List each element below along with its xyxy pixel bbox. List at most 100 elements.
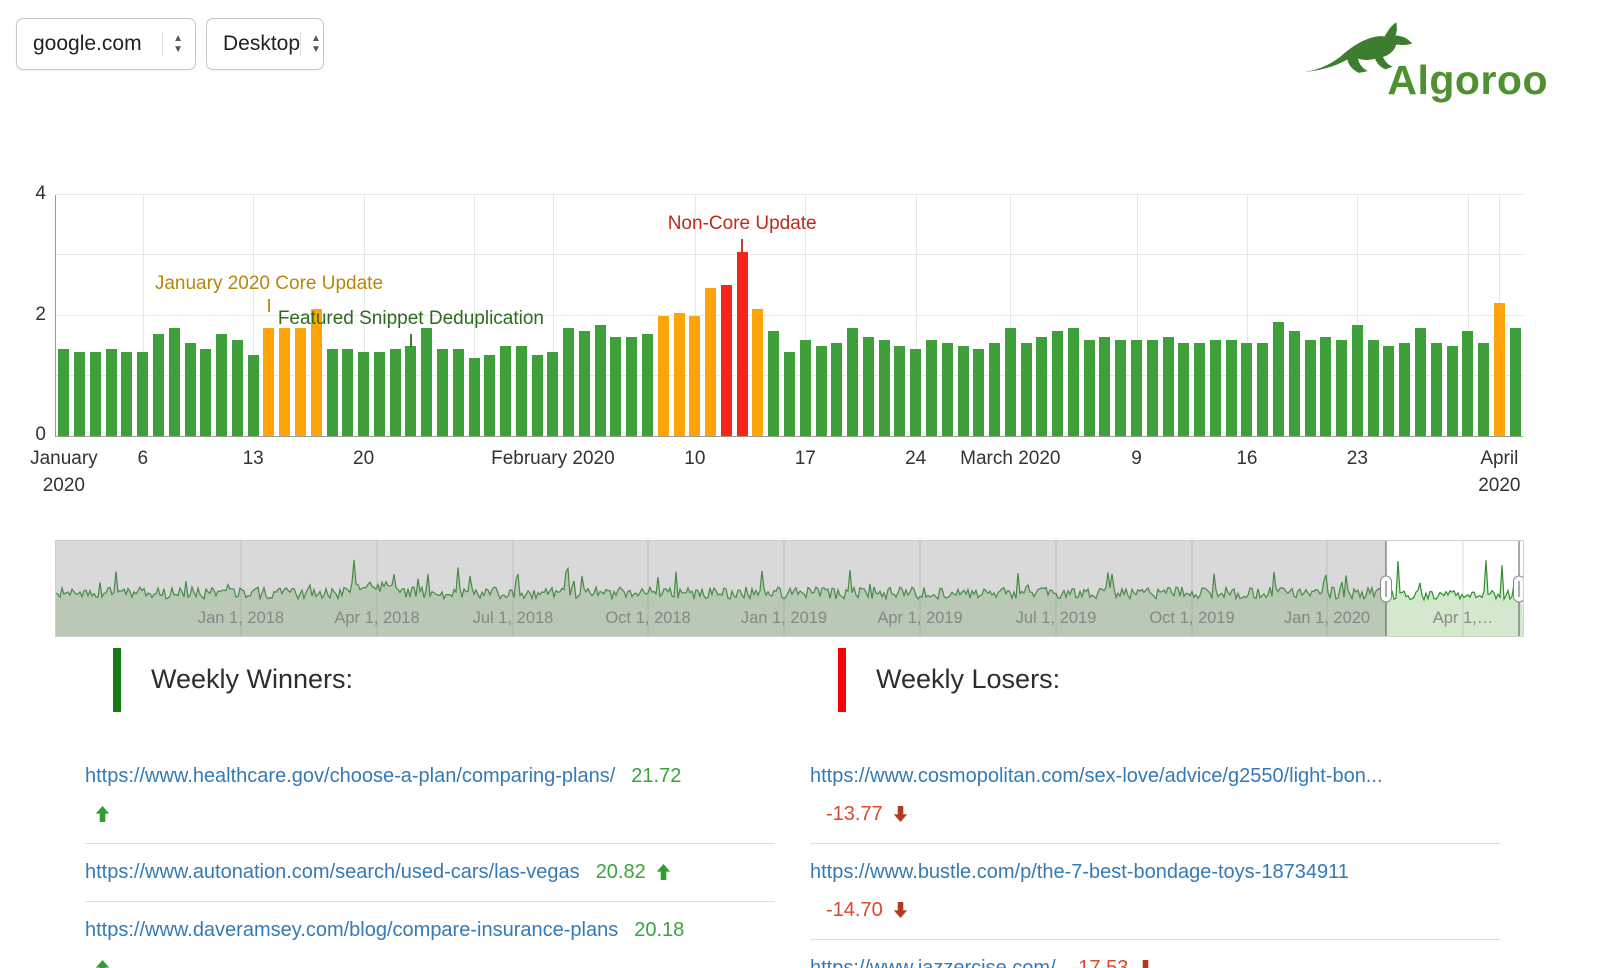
volatility-bar[interactable]	[326, 348, 338, 436]
volatility-bar[interactable]	[736, 252, 748, 436]
volatility-bar[interactable]	[768, 330, 780, 436]
volatility-bar[interactable]	[310, 309, 322, 436]
range-left-handle-icon[interactable]	[1380, 575, 1392, 603]
volatility-bar[interactable]	[216, 333, 228, 436]
volatility-bar[interactable]	[1146, 339, 1158, 436]
volatility-bar[interactable]	[184, 342, 196, 436]
volatility-bar[interactable]	[626, 336, 638, 436]
volatility-bar[interactable]	[799, 339, 811, 436]
volatility-bar[interactable]	[373, 351, 385, 436]
volatility-bar[interactable]	[1099, 336, 1111, 436]
algoroo-logo[interactable]: Algoroo	[1298, 8, 1548, 104]
range-navigator[interactable]: Jan 1, 2018 Apr 1, 2018 Jul 1, 2018 Oct 1, …	[55, 540, 1525, 637]
result-link[interactable]: https://www.healthcare.gov/choose-a-plan…	[85, 765, 616, 787]
volatility-bar[interactable]	[1178, 342, 1190, 436]
volatility-bar[interactable]	[468, 357, 480, 436]
volatility-bar[interactable]	[452, 348, 464, 436]
volatility-bar[interactable]	[500, 345, 512, 436]
volatility-bar[interactable]	[752, 309, 764, 436]
annotation-label[interactable]: January 2020 Core Update	[154, 272, 384, 294]
result-link[interactable]: https://www.bustle.com/p/the-7-best-bond…	[810, 861, 1349, 883]
volatility-bar[interactable]	[1209, 339, 1221, 436]
volatility-bar[interactable]	[989, 342, 1001, 436]
volatility-bar[interactable]	[878, 339, 890, 436]
volatility-bar[interactable]	[910, 348, 922, 436]
volatility-bar[interactable]	[168, 327, 180, 436]
volatility-bar[interactable]	[941, 342, 953, 436]
volatility-bar[interactable]	[105, 348, 117, 436]
volatility-bar[interactable]	[231, 339, 243, 436]
volatility-bar[interactable]	[673, 312, 685, 436]
volatility-bar[interactable]	[1430, 342, 1442, 436]
volatility-bar[interactable]	[815, 345, 827, 436]
result-link[interactable]: https://www.jazzercise.com/	[810, 957, 1056, 968]
volatility-bar[interactable]	[295, 327, 306, 436]
volatility-bar[interactable]	[1446, 345, 1458, 436]
result-link[interactable]: https://www.autonation.com/search/used-c…	[85, 861, 580, 883]
volatility-bar[interactable]	[436, 348, 448, 436]
volatility-bar[interactable]	[973, 348, 985, 436]
volatility-bar[interactable]	[121, 351, 133, 436]
volatility-bar[interactable]	[1414, 327, 1426, 436]
result-link[interactable]: https://www.daveramsey.com/blog/compare-…	[85, 919, 619, 941]
volatility-bar[interactable]	[342, 348, 354, 436]
volatility-bar[interactable]	[1351, 324, 1363, 436]
volatility-bar[interactable]	[58, 348, 70, 436]
volatility-bar[interactable]	[689, 315, 701, 436]
volatility-bar[interactable]	[405, 345, 417, 436]
volatility-bar[interactable]	[547, 351, 559, 436]
volatility-bar[interactable]	[89, 351, 101, 436]
volatility-bar[interactable]	[784, 351, 795, 436]
volatility-bar[interactable]	[594, 324, 606, 436]
volatility-bar[interactable]	[1004, 327, 1016, 436]
volatility-bar[interactable]	[531, 354, 543, 436]
volatility-bar[interactable]	[894, 345, 906, 436]
annotation-label[interactable]: Featured Snippet Deduplication	[277, 307, 544, 329]
volatility-bar[interactable]	[657, 315, 669, 436]
volatility-bar[interactable]	[1052, 330, 1064, 436]
site-select[interactable]: google.com ▲ ▼	[16, 18, 196, 70]
volatility-bar[interactable]	[1083, 339, 1095, 436]
volatility-bar[interactable]	[1194, 342, 1206, 436]
volatility-bar[interactable]	[247, 354, 259, 436]
volatility-bar[interactable]	[1115, 339, 1127, 436]
volatility-bar[interactable]	[720, 285, 732, 436]
volatility-bar[interactable]	[1493, 303, 1505, 436]
annotation-label[interactable]: Non-Core Update	[667, 213, 817, 235]
volatility-bar[interactable]	[74, 351, 86, 436]
volatility-bar[interactable]	[925, 339, 937, 436]
volatility-bar[interactable]	[1367, 339, 1379, 436]
volatility-bar[interactable]	[831, 342, 843, 436]
volatility-bar[interactable]	[1225, 339, 1237, 436]
volatility-bar[interactable]	[610, 336, 622, 436]
navigator-svg[interactable]: Jan 1, 2018 Apr 1, 2018 Jul 1, 2018 Oct 1, …	[55, 541, 1525, 636]
volatility-bar[interactable]	[1241, 342, 1253, 436]
range-right-handle-icon[interactable]	[1513, 575, 1525, 603]
volatility-bar[interactable]	[642, 333, 654, 436]
volatility-bar[interactable]	[484, 354, 496, 436]
volatility-bar[interactable]	[1067, 327, 1079, 436]
volatility-bar[interactable]	[1020, 342, 1032, 436]
result-link[interactable]: https://www.cosmopolitan.com/sex-love/ad…	[810, 765, 1383, 787]
volatility-bar[interactable]	[421, 327, 433, 436]
volatility-bar[interactable]	[957, 345, 969, 436]
volatility-bar[interactable]	[1036, 336, 1048, 436]
volatility-bar[interactable]	[847, 327, 859, 436]
volatility-bar[interactable]	[279, 327, 291, 436]
volatility-bar[interactable]	[1257, 342, 1269, 436]
volatility-bar[interactable]	[705, 288, 717, 436]
volatility-bar[interactable]	[1162, 336, 1174, 436]
volatility-bar[interactable]	[1273, 321, 1284, 436]
volatility-bar[interactable]	[1288, 330, 1300, 436]
volatility-bar[interactable]	[1383, 345, 1395, 436]
volatility-bar[interactable]	[1462, 330, 1474, 436]
volatility-bar[interactable]	[1304, 339, 1316, 436]
volatility-bar[interactable]	[1320, 336, 1332, 436]
device-select[interactable]: Desktop ▲ ▼	[206, 18, 324, 70]
volatility-bar[interactable]	[1399, 342, 1411, 436]
volatility-bar[interactable]	[1509, 327, 1521, 436]
volatility-bar[interactable]	[153, 333, 165, 436]
volatility-bar[interactable]	[578, 330, 590, 436]
volatility-bar[interactable]	[200, 348, 212, 436]
volatility-bar[interactable]	[1478, 342, 1490, 436]
